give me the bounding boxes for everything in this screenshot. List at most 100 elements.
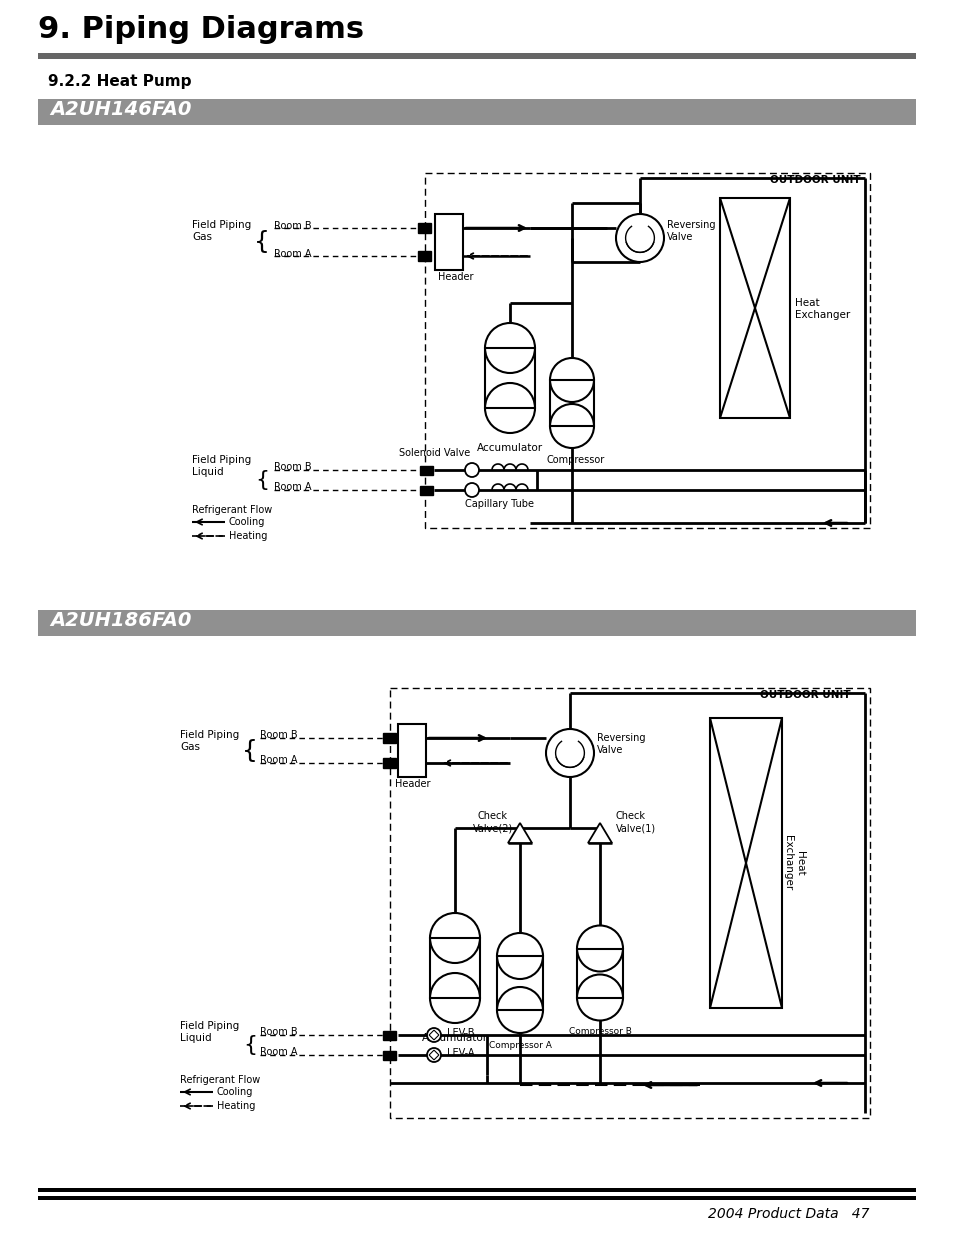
Text: Heat
Exchanger: Heat Exchanger [782, 835, 804, 891]
Text: Valve: Valve [666, 232, 693, 242]
Bar [38, 99, 915, 126]
Bar [720, 198, 789, 418]
Text: Room A: Room A [274, 249, 312, 259]
Bar [383, 733, 396, 743]
Text: Accumulator: Accumulator [421, 1033, 488, 1043]
Text: Compressor A: Compressor A [488, 1040, 551, 1050]
Bar [484, 348, 535, 408]
Text: Check: Check [616, 810, 645, 820]
Text: Gas: Gas [180, 742, 200, 752]
Text: Room A: Room A [260, 755, 297, 764]
Ellipse shape [430, 914, 479, 963]
Ellipse shape [497, 933, 542, 979]
Bar [577, 948, 622, 997]
Text: Liquid: Liquid [180, 1033, 212, 1043]
Ellipse shape [484, 383, 535, 433]
Text: Room A: Room A [260, 1047, 297, 1057]
Text: Valve(2): Valve(2) [473, 823, 513, 833]
Text: {: { [253, 230, 270, 254]
Text: Compressor B: Compressor B [568, 1027, 631, 1035]
Bar [390, 687, 869, 1117]
Text: Reversing: Reversing [597, 733, 645, 743]
Bar [430, 938, 479, 998]
Bar [709, 718, 781, 1008]
Polygon shape [429, 1030, 438, 1040]
Text: Refrigerant Flow: Refrigerant Flow [192, 505, 272, 515]
Text: Capillary Tube: Capillary Tube [465, 498, 534, 508]
Text: Solenoid Valve: Solenoid Valve [398, 447, 470, 457]
Text: {: { [254, 470, 269, 490]
Text: Room B: Room B [274, 462, 312, 472]
Ellipse shape [577, 926, 622, 972]
Bar [418, 222, 431, 232]
Text: Room B: Room B [274, 221, 312, 231]
Text: OUTDOOR UNIT: OUTDOOR UNIT [760, 690, 850, 700]
Ellipse shape [545, 728, 594, 777]
Polygon shape [429, 1050, 438, 1060]
Bar [420, 465, 433, 475]
Text: Check: Check [477, 810, 507, 820]
Text: LEV-B: LEV-B [447, 1028, 474, 1038]
Text: {: { [243, 1035, 256, 1055]
Bar [497, 956, 542, 1011]
Text: A2UH146FA0: A2UH146FA0 [50, 99, 192, 119]
Ellipse shape [464, 484, 478, 497]
Text: A2UH186FA0: A2UH186FA0 [50, 612, 192, 630]
Polygon shape [587, 823, 612, 843]
Ellipse shape [550, 358, 594, 401]
Bar [38, 1196, 915, 1199]
Bar [430, 938, 479, 998]
Ellipse shape [427, 1048, 440, 1062]
Text: {: { [242, 738, 257, 762]
Text: Room B: Room B [260, 730, 297, 740]
Text: Accumulator: Accumulator [476, 443, 542, 452]
Ellipse shape [427, 1028, 440, 1042]
Bar [420, 486, 433, 495]
Bar [550, 380, 594, 426]
Ellipse shape [484, 323, 535, 373]
Text: Valve(1): Valve(1) [616, 823, 656, 833]
Ellipse shape [497, 987, 542, 1033]
Bar [383, 758, 396, 768]
Text: LEV-A: LEV-A [447, 1048, 474, 1058]
Text: Gas: Gas [192, 232, 212, 242]
Bar [497, 956, 542, 1011]
Bar [550, 380, 594, 426]
Text: 9. Piping Diagrams: 9. Piping Diagrams [38, 15, 364, 44]
Text: Compressor: Compressor [546, 455, 604, 465]
Bar [383, 1050, 396, 1059]
Text: Liquid: Liquid [192, 467, 223, 477]
Bar [424, 173, 869, 528]
Text: Heating: Heating [216, 1101, 255, 1111]
Text: Refrigerant Flow: Refrigerant Flow [180, 1075, 260, 1085]
Ellipse shape [464, 462, 478, 477]
Text: Room A: Room A [274, 482, 312, 492]
Text: 9.2.2 Heat Pump: 9.2.2 Heat Pump [48, 75, 192, 89]
Bar [484, 348, 535, 408]
Polygon shape [507, 823, 532, 843]
Text: Field Piping: Field Piping [192, 455, 251, 465]
Ellipse shape [577, 975, 622, 1021]
Text: Field Piping: Field Piping [192, 220, 251, 230]
Text: Header: Header [437, 272, 473, 282]
Text: Cooling: Cooling [216, 1086, 253, 1098]
Text: Room B: Room B [260, 1027, 297, 1037]
Bar [38, 53, 915, 58]
Bar [435, 214, 462, 270]
Bar [418, 251, 431, 261]
Text: Valve: Valve [597, 745, 622, 755]
Bar [383, 1030, 396, 1039]
Bar [38, 610, 915, 636]
Text: Field Piping: Field Piping [180, 1021, 239, 1030]
Text: Heating: Heating [229, 531, 267, 541]
Bar [397, 723, 426, 777]
Text: Field Piping: Field Piping [180, 730, 239, 740]
Ellipse shape [430, 973, 479, 1023]
Text: Exchanger: Exchanger [794, 310, 849, 319]
Text: Heat: Heat [794, 298, 819, 308]
Ellipse shape [550, 404, 594, 447]
Text: 2004 Product Data   47: 2004 Product Data 47 [708, 1207, 869, 1221]
Bar [38, 1188, 915, 1192]
Text: Cooling: Cooling [229, 517, 265, 527]
Bar [577, 948, 622, 997]
